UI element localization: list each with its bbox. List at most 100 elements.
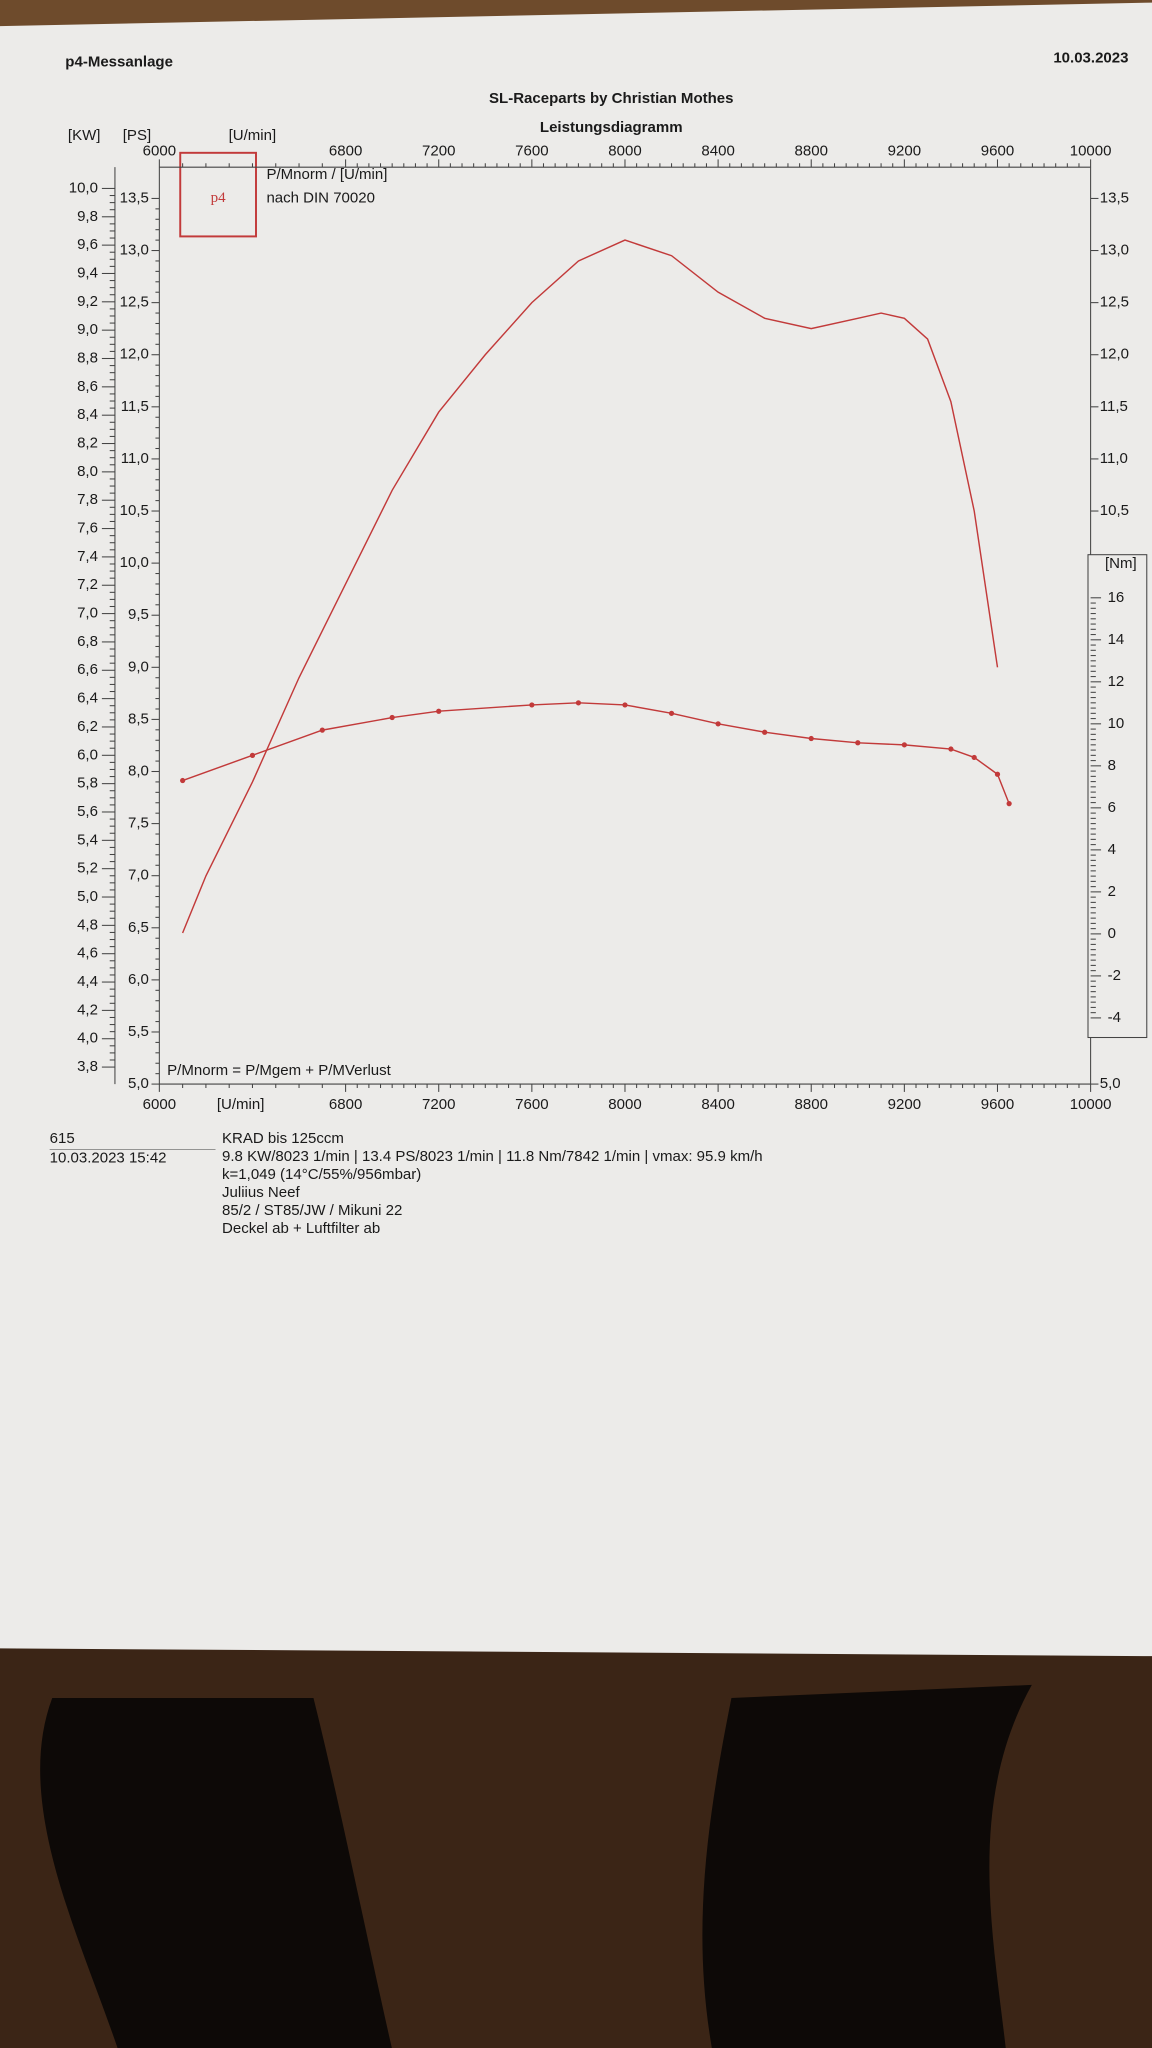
x-tick-label: 6000	[143, 1096, 176, 1113]
shoe	[40, 1697, 392, 2048]
data-point	[529, 702, 535, 708]
y-tick-label: 8,0	[128, 762, 149, 779]
x-tick-label-top: 10000	[1070, 142, 1112, 159]
data-point	[855, 740, 861, 746]
footer-line: Juliius Neef	[222, 1184, 300, 1201]
x-axis-label: [U/min]	[217, 1096, 265, 1113]
kw-tick-label: 6,2	[77, 718, 98, 735]
y-tick-label: 12,5	[120, 294, 149, 311]
x-tick-label-top: 6800	[329, 142, 362, 159]
y-right-tick-label: 11,5	[1100, 398, 1128, 415]
x-tick-label-top: 9200	[888, 142, 921, 159]
y2-tick-label: 10	[1108, 715, 1125, 732]
y-tick-label: 13,5	[120, 189, 149, 206]
data-point	[762, 729, 768, 735]
x-axis-label: [U/min]	[229, 127, 277, 144]
kw-tick-label: 6,0	[77, 746, 98, 763]
kw-tick-label: 9,8	[77, 208, 98, 225]
data-point	[994, 771, 1001, 777]
series-line	[181, 239, 999, 934]
kw-tick-label: 3,8	[77, 1058, 98, 1075]
x-tick-label: 8000	[608, 1096, 641, 1113]
y-right-tick-label: 12,0	[1100, 346, 1129, 363]
x-tick-label-top: 8000	[608, 142, 641, 159]
y-tick-label: 12,0	[120, 346, 149, 363]
footer-line: k=1,049 (14°C/55%/956mbar)	[222, 1166, 421, 1183]
x-tick-label-top: 8400	[701, 142, 734, 159]
footer-timestamp: 10.03.2023 15:42	[50, 1149, 167, 1166]
kw-tick-label: 9,4	[77, 264, 98, 281]
data-point	[715, 721, 721, 727]
y-right-tick-label: 5,0	[1100, 1075, 1121, 1092]
y-tick-label: 11,0	[121, 450, 149, 467]
y2-tick-label: -2	[1108, 967, 1121, 984]
kw-tick-label: 7,4	[77, 548, 98, 565]
ps-axis-label: [PS]	[123, 127, 151, 144]
kw-tick-label: 4,0	[77, 1030, 98, 1047]
y-tick-label: 8,5	[128, 710, 149, 727]
logo-note: P/Mnorm / [U/min]	[266, 166, 387, 183]
kw-axis-label: [KW]	[68, 127, 101, 144]
y2-tick-label: 16	[1108, 589, 1125, 606]
x-tick-label: 9600	[981, 1096, 1014, 1113]
data-point	[436, 708, 442, 714]
x-tick-label: 10000	[1070, 1096, 1112, 1113]
kw-tick-label: 8,2	[77, 434, 98, 451]
logo-note: nach DIN 70020	[266, 189, 375, 206]
footer-line: 85/2 / ST85/JW / Mikuni 22	[222, 1202, 402, 1219]
kw-tick-label: 5,2	[77, 860, 98, 877]
data-point	[1006, 801, 1012, 807]
y2-tick-label: 0	[1108, 925, 1116, 942]
kw-tick-label: 7,8	[77, 491, 98, 508]
kw-tick-label: 4,8	[77, 916, 98, 933]
kw-tick-label: 8,0	[77, 463, 98, 480]
y2-tick-label: 14	[1108, 631, 1125, 648]
kw-tick-label: 7,2	[77, 576, 98, 593]
y2-tick-label: 4	[1108, 841, 1116, 858]
series-line	[182, 702, 1010, 804]
y-tick-label: 13,0	[120, 242, 149, 259]
footer-line: KRAD bis 125ccm	[222, 1130, 344, 1147]
x-tick-label-top: 8800	[795, 142, 828, 159]
kw-tick-label: 5,0	[77, 888, 98, 905]
header: p4-Messanlage	[65, 54, 173, 71]
data-point	[180, 777, 186, 784]
x-tick-label-top: 6000	[143, 142, 176, 159]
data-point	[971, 754, 977, 761]
data-point	[668, 710, 675, 716]
x-tick-label: 6800	[329, 1096, 362, 1113]
kw-tick-label: 6,4	[77, 690, 98, 707]
y-tick-label: 6,5	[128, 919, 149, 936]
kw-tick-label: 5,8	[77, 775, 98, 792]
y2-tick-label: 6	[1108, 799, 1116, 816]
data-point	[319, 727, 325, 733]
logo-frame	[179, 151, 257, 238]
formula: P/Mnorm = P/Mgem + P/MVerlust	[167, 1062, 391, 1079]
x-tick-label-top: 7600	[515, 142, 548, 159]
x-tick-label: 7200	[422, 1096, 455, 1113]
kw-tick-label: 9,6	[77, 236, 98, 253]
y-tick-label: 7,5	[128, 815, 149, 832]
kw-tick-label: 4,6	[77, 945, 98, 962]
y-tick-label: 10,5	[120, 502, 149, 519]
x-tick-label: 8400	[701, 1096, 734, 1113]
kw-tick-label: 9,0	[77, 321, 98, 338]
y-tick-label: 9,5	[128, 606, 149, 623]
x-tick-label: 9200	[888, 1096, 921, 1113]
y-right-tick-label: 13,5	[1100, 189, 1129, 206]
y-tick-label: 11,5	[121, 398, 149, 415]
data-point	[249, 752, 256, 758]
y2-tick-label: 2	[1108, 883, 1116, 900]
kw-tick-label: 5,4	[77, 831, 98, 848]
footer-number: 615	[50, 1130, 75, 1147]
kw-tick-label: 9,2	[77, 293, 98, 310]
y-tick-label: 5,0	[128, 1075, 149, 1092]
chart-title: Leistungsdiagramm	[540, 119, 683, 136]
x-tick-label: 8800	[795, 1096, 828, 1113]
data-point	[389, 714, 395, 721]
y2-tick-label: 8	[1108, 757, 1116, 774]
kw-tick-label: 5,6	[77, 803, 98, 820]
kw-tick-label: 7,0	[77, 605, 98, 622]
